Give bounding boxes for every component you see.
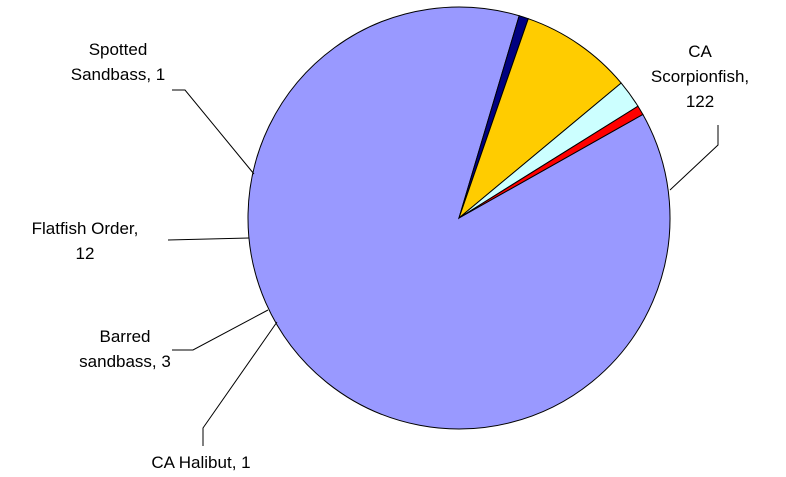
pie-slice-flatfish-order [457,18,622,220]
slice-label-flatfish-order: Flatfish Order, 12 [32,219,139,263]
leader-line-ca-scorpionfish [669,125,719,191]
slice-labels: CA Scorpionfish, 122 Spotted Sandbass, 1 Flat… [32,40,750,472]
slice-label-line: Sandbass, 1 [71,65,166,84]
leader-line-barred-sandbass [172,309,269,351]
slice-label-barred-sandbass: Barred sandbass, 3 [79,327,171,371]
slice-label-spotted-sandbass: Spotted Sandbass, 1 [71,40,166,84]
slice-label-line: Spotted [89,40,148,59]
pie-slice-ca-halibut [458,105,644,219]
slice-label-ca-halibut: CA Halibut, 1 [151,453,250,472]
slice-label-line: Flatfish Order, [32,219,139,238]
slice-label-line: CA [688,42,712,61]
slice-label-line: 12 [76,244,95,263]
slice-label-line: sandbass, 3 [79,352,171,371]
leader-line-spotted-sandbass [172,89,255,175]
leader-line-ca-halibut [202,321,278,446]
slice-label-line: CA Halibut, 1 [151,453,250,472]
leader-lines [167,89,719,446]
slice-label-line: 122 [686,92,714,111]
slice-label-ca-scorpionfish: CA Scorpionfish, 122 [651,42,749,111]
pie-slices [247,6,671,430]
slice-label-line: Barred [99,327,150,346]
slice-label-line: Scorpionfish, [651,67,749,86]
pie-slice-ca-scorpionfish [247,6,671,430]
leader-line-flatfish-order [167,237,250,241]
